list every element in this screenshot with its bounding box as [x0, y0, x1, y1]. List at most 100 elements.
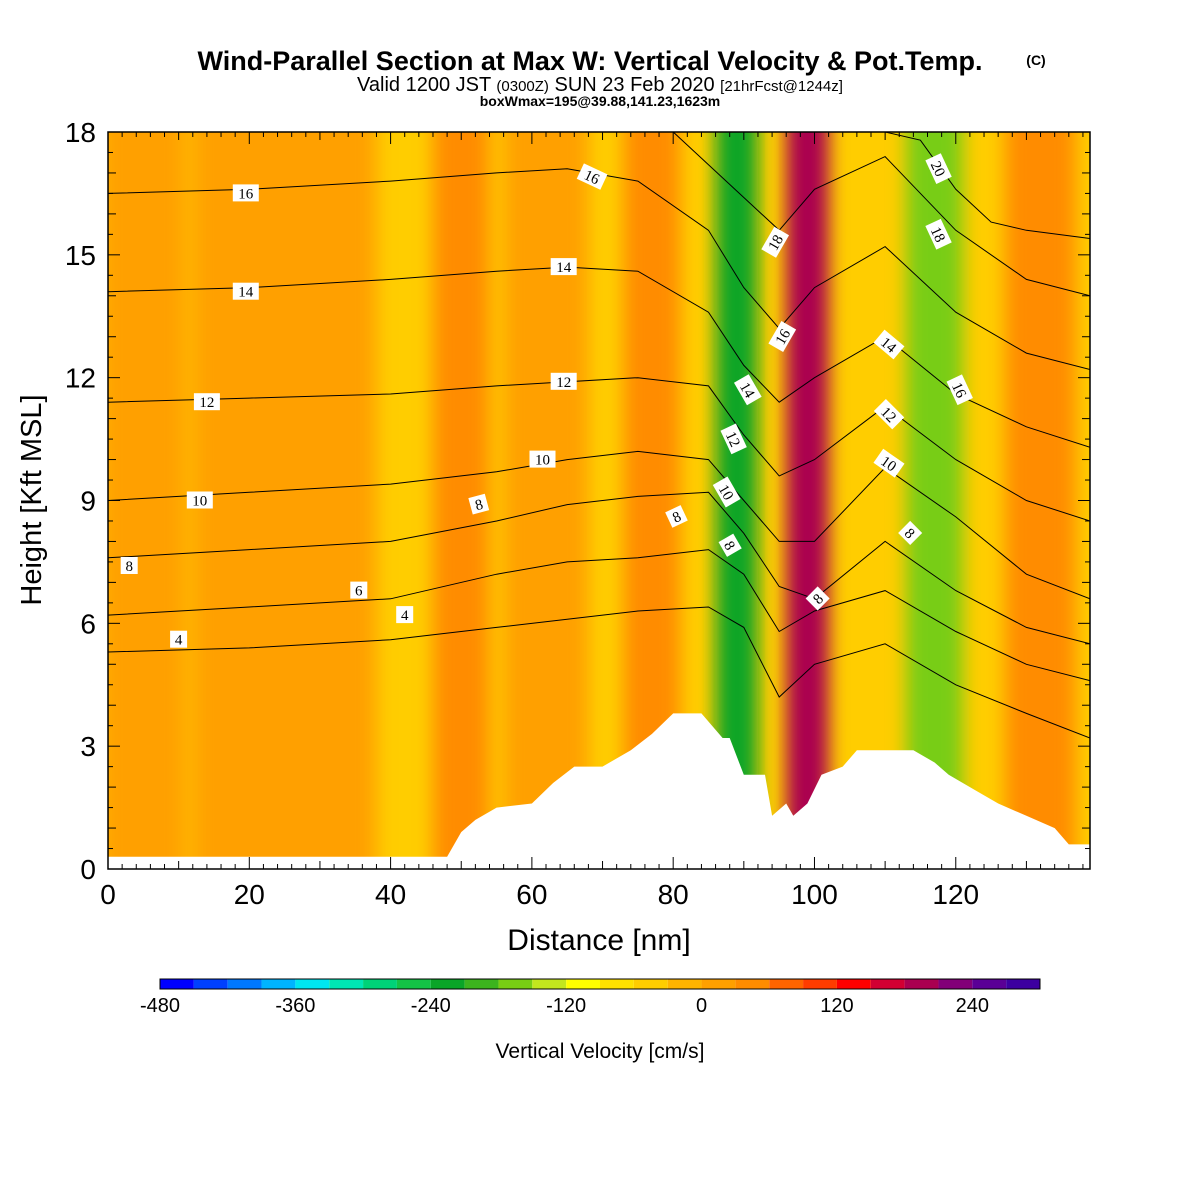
x-axis: 0 20 40 60 80 100 120 [100, 132, 1084, 910]
contour-label-7: 4 [396, 606, 414, 624]
chart-title: Wind-Parallel Section at Max W: Vertical… [198, 46, 983, 76]
svg-text:20: 20 [927, 159, 948, 179]
colorbar-tick-label: -240 [411, 995, 451, 1017]
colorbar-swatch [803, 979, 837, 989]
svg-text:10: 10 [715, 482, 736, 503]
colorbar-tick-label: 120 [820, 995, 853, 1017]
contour-label-27: 16 [946, 374, 973, 406]
chart-subtitle: Valid 1200 JST (0300Z) SUN 23 Feb 2020 [… [357, 74, 843, 96]
terrain-fill [108, 713, 1090, 869]
svg-text:16: 16 [948, 380, 969, 401]
colorbar-swatch [701, 979, 736, 989]
y-tick-label: 6 [80, 608, 96, 639]
colorbar-tick-label: 240 [956, 995, 989, 1017]
svg-text:16: 16 [238, 186, 254, 202]
svg-text:8: 8 [125, 559, 133, 575]
contour-line-16 [108, 168, 1090, 370]
x-tick-label: 120 [932, 879, 979, 910]
colorbar-swatch [261, 979, 296, 989]
y-tick-label: 15 [65, 240, 96, 271]
y-tick-label: 18 [65, 117, 96, 148]
contour-line-18 [672, 132, 1090, 297]
pot-temp-contours [108, 132, 1090, 739]
colorbar-swatch [464, 979, 499, 989]
x-tick-label: 40 [375, 879, 406, 910]
contour-label-0: 16 [232, 184, 259, 202]
colorbar-swatch [938, 979, 973, 989]
colorbar-swatch [227, 979, 262, 989]
colorbar-swatch [193, 979, 228, 989]
colorbar-tick-label: -480 [140, 995, 180, 1017]
x-tick-label: 80 [658, 879, 689, 910]
contour-label-15: 12 [720, 423, 747, 455]
colorbar-swatch [904, 979, 939, 989]
colorbar-swatch [735, 979, 770, 989]
contour-label-13: 8 [665, 505, 688, 528]
x-tick-label: 100 [791, 879, 838, 910]
colorbar-swatch [870, 979, 905, 989]
contour-line-14 [108, 266, 1090, 448]
contour-line-12 [108, 377, 1090, 522]
contour-label-8: 8 [468, 493, 490, 515]
contour-label-9: 10 [529, 450, 556, 469]
contour-label-3: 10 [186, 491, 213, 510]
colorbar-label: Vertical Velocity [cm/s] [496, 1040, 705, 1063]
contour-label-21: 14 [873, 329, 905, 360]
contour-label-11: 14 [550, 258, 577, 276]
contour-label-12: 16 [576, 163, 608, 190]
x-tick-label: 0 [100, 879, 116, 910]
contour-line-6 [108, 549, 1090, 682]
velocity-band-4 [503, 132, 589, 869]
colorbar-swatch [396, 979, 431, 989]
contour-label-10: 12 [550, 372, 577, 391]
svg-text:12: 12 [199, 395, 214, 411]
colorbar-swatch [160, 979, 194, 989]
svg-text:12: 12 [556, 375, 571, 391]
colorbar-swatch [600, 979, 634, 989]
svg-text:10: 10 [192, 494, 207, 510]
y-tick-label: 0 [80, 854, 96, 885]
contour-label-22: 12 [873, 398, 905, 430]
terrain [108, 713, 1090, 869]
contour-line-8 [108, 491, 1090, 645]
x-tick-label: 20 [234, 879, 265, 910]
colorbar-tick-label: -360 [275, 995, 315, 1017]
velocity-band-8 [906, 132, 963, 869]
svg-text:18: 18 [766, 233, 787, 254]
colorbar-swatch [498, 979, 533, 989]
svg-text:18: 18 [927, 225, 948, 245]
colorbar-swatch [836, 979, 871, 989]
contour-label-4: 8 [120, 557, 138, 575]
contour-label-26: 18 [925, 218, 952, 250]
contour-label-18: 18 [761, 226, 790, 258]
velocity-band-9 [1005, 132, 1076, 869]
chart-title-mark: (C) [1026, 52, 1045, 68]
contour-line-4 [108, 606, 1090, 739]
contour-label-25: 20 [925, 153, 952, 184]
velocity-band-0 [108, 132, 186, 869]
svg-text:6: 6 [355, 584, 363, 600]
colorbar-swatch [769, 979, 804, 989]
contour-label-16: 10 [712, 476, 741, 508]
colorbar-swatch [566, 979, 600, 989]
colorbar-swatch [532, 979, 567, 989]
y-tick-label: 12 [65, 363, 96, 394]
contour-label-20: 8 [805, 586, 830, 611]
colorbar-swatch [329, 979, 364, 989]
contour-label-2: 12 [193, 393, 220, 411]
colorbar-swatch [430, 979, 465, 989]
svg-text:10: 10 [535, 453, 550, 469]
contour-label-19: 16 [768, 320, 797, 352]
colorbar-swatch [363, 979, 397, 989]
contour-label-24: 8 [898, 520, 923, 545]
svg-text:14: 14 [556, 260, 572, 276]
velocity-band-2 [291, 132, 377, 869]
contour-labels: 1614121084648101214168141210818168141210… [120, 153, 973, 649]
colorbar-swatch [972, 979, 1007, 989]
colorbar: -480 -360 -240 -120 0 120 240 [140, 978, 1041, 1017]
vertical-velocity-field [108, 132, 1076, 869]
contour-label-17: 8 [718, 533, 742, 557]
svg-text:16: 16 [581, 167, 602, 188]
plot-area: 1614121084648101214168141210818168141210… [108, 132, 1090, 869]
